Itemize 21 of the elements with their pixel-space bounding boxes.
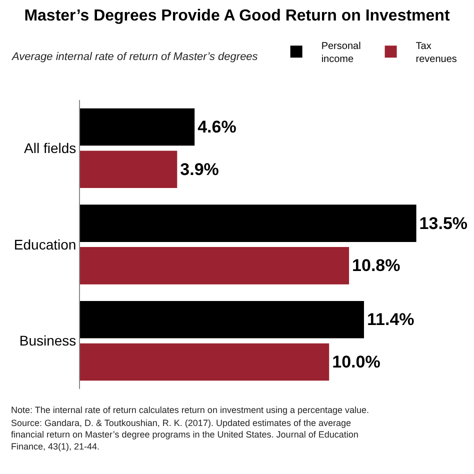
legend-label: Personal income bbox=[321, 41, 361, 65]
chart-title: Master’s Degrees Provide A Good Return on Investment bbox=[24, 8, 450, 25]
bar bbox=[80, 300, 364, 338]
bar bbox=[80, 343, 330, 381]
data-label: 3.9% bbox=[180, 160, 219, 179]
legend-label: Tax revenues bbox=[416, 41, 457, 65]
data-label: 11.4% bbox=[366, 310, 414, 330]
bar bbox=[80, 204, 416, 242]
data-label: 10.0% bbox=[332, 352, 380, 372]
y-tick-label: Business bbox=[19, 332, 76, 349]
text: Note: The internal rate of return calculates return on investment using a percentage value. bbox=[11, 405, 370, 415]
y-tick-label: All fields bbox=[24, 140, 76, 156]
data-label: 13.5% bbox=[419, 214, 468, 233]
bar bbox=[80, 150, 178, 188]
data-label: 10.8% bbox=[352, 256, 400, 276]
data-label: 4.6% bbox=[198, 117, 236, 136]
chart-subtitle: Average internal rate of return of Master’s degrees bbox=[11, 51, 258, 63]
bar bbox=[80, 108, 195, 146]
y-tick-label: Education bbox=[14, 236, 76, 252]
bar bbox=[80, 247, 350, 284]
source-note: Source: Gandara, D. & Toutkoushian, R. K. (2017). Updated estimates of the average financial return on Master’s degree programs in the United States. Journal of Education Finance, 43(1), 21-44. bbox=[11, 418, 358, 452]
